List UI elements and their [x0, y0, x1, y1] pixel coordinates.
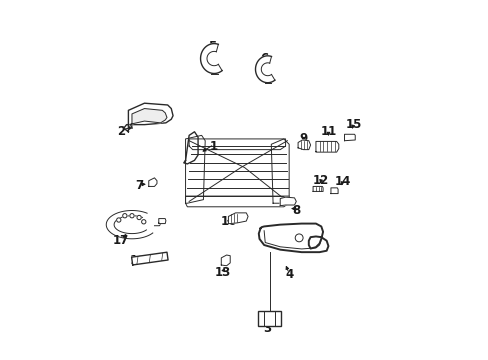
- Polygon shape: [189, 139, 285, 150]
- FancyBboxPatch shape: [258, 311, 281, 327]
- Polygon shape: [255, 56, 274, 83]
- Polygon shape: [258, 224, 328, 252]
- Polygon shape: [106, 211, 152, 239]
- Text: 15: 15: [345, 118, 361, 131]
- Polygon shape: [200, 44, 222, 73]
- Text: 17: 17: [113, 234, 129, 247]
- Polygon shape: [315, 141, 338, 152]
- Text: 14: 14: [334, 175, 350, 188]
- Text: 8: 8: [291, 204, 300, 217]
- Text: 9: 9: [299, 132, 307, 145]
- Text: 2: 2: [117, 125, 125, 138]
- Polygon shape: [221, 255, 230, 266]
- Text: 4: 4: [285, 268, 293, 281]
- Circle shape: [122, 213, 127, 218]
- Text: 10: 10: [129, 254, 145, 267]
- Polygon shape: [298, 140, 310, 150]
- Text: 3: 3: [263, 322, 271, 335]
- Polygon shape: [185, 135, 205, 203]
- Text: 16: 16: [220, 215, 236, 228]
- Polygon shape: [228, 213, 247, 224]
- Polygon shape: [312, 186, 323, 192]
- Text: 5: 5: [208, 40, 216, 53]
- Circle shape: [130, 213, 134, 218]
- Polygon shape: [271, 139, 288, 203]
- Circle shape: [137, 215, 141, 220]
- Polygon shape: [159, 219, 165, 224]
- Polygon shape: [148, 178, 157, 186]
- Text: 7: 7: [135, 179, 143, 192]
- Text: 13: 13: [215, 266, 231, 279]
- Text: 1: 1: [210, 140, 218, 153]
- Polygon shape: [344, 134, 354, 141]
- Polygon shape: [130, 109, 166, 128]
- Text: 11: 11: [320, 125, 336, 138]
- Circle shape: [142, 220, 145, 224]
- Text: 12: 12: [312, 174, 329, 186]
- Circle shape: [116, 218, 121, 222]
- Text: 6: 6: [260, 52, 268, 65]
- Polygon shape: [185, 196, 288, 207]
- Polygon shape: [280, 197, 296, 206]
- Polygon shape: [131, 252, 168, 265]
- Polygon shape: [330, 188, 337, 194]
- Polygon shape: [183, 132, 198, 164]
- Polygon shape: [123, 103, 173, 132]
